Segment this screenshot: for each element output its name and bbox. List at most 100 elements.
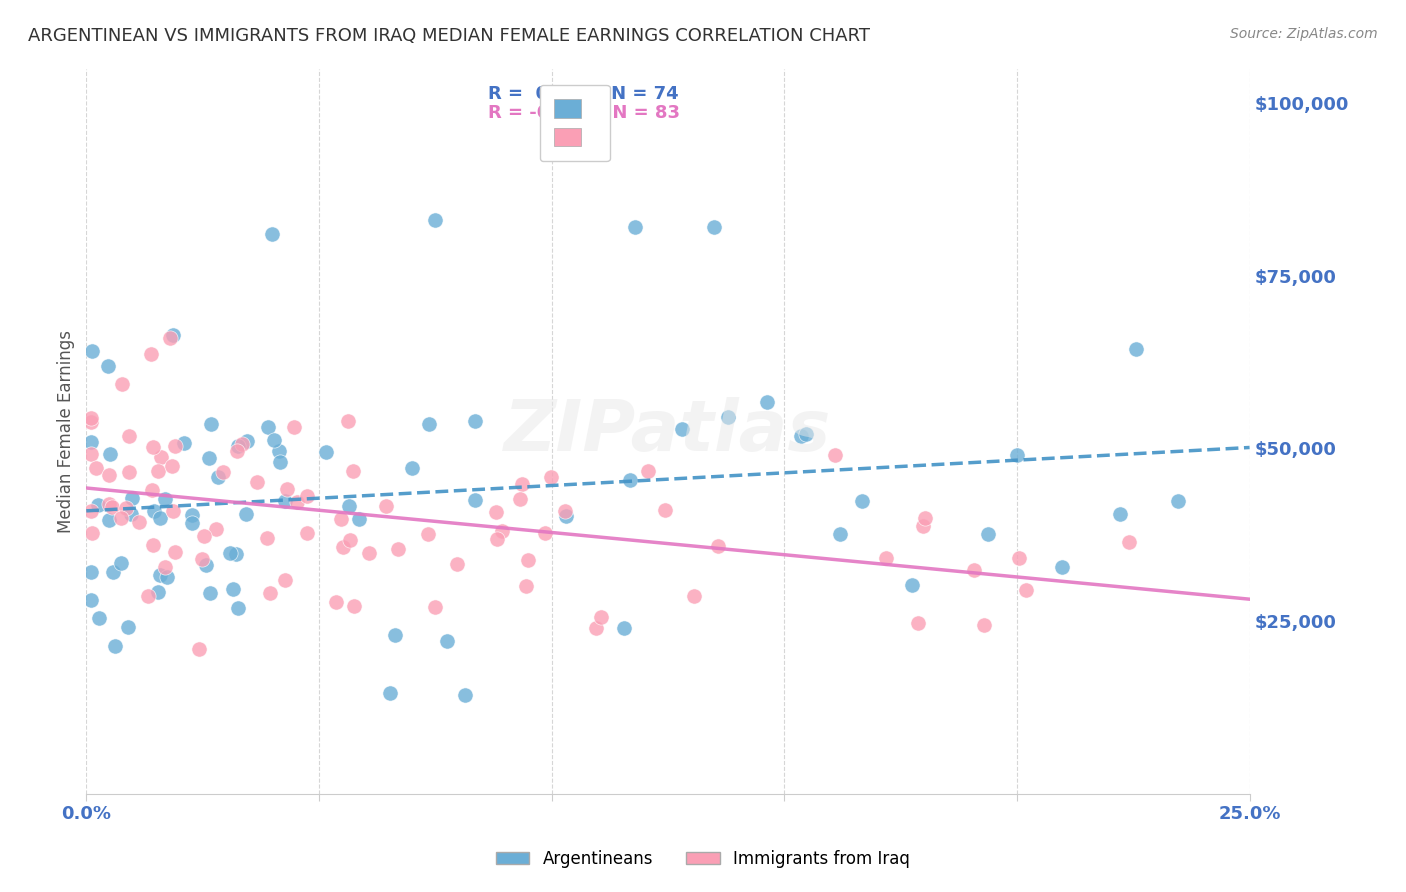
- Point: [671, 421, 693, 435]
- Point: [357, 546, 380, 560]
- Point: [330, 512, 353, 526]
- Point: [104, 640, 127, 654]
- Point: [283, 420, 305, 434]
- Point: [337, 499, 360, 513]
- Point: [149, 450, 172, 464]
- Point: [110, 556, 132, 570]
- Point: [142, 538, 165, 552]
- Point: [80, 593, 103, 607]
- Point: [534, 525, 557, 540]
- Point: [756, 395, 779, 409]
- Point: [875, 550, 897, 565]
- Point: [464, 414, 486, 428]
- Point: [136, 590, 159, 604]
- Point: [101, 565, 124, 579]
- Point: [80, 565, 103, 579]
- Point: [339, 533, 361, 547]
- Point: [111, 376, 134, 391]
- Point: [200, 417, 222, 432]
- Point: [120, 508, 142, 522]
- Point: [219, 545, 242, 559]
- Point: [828, 527, 851, 541]
- Point: [139, 347, 162, 361]
- Point: [790, 429, 813, 443]
- Point: [80, 410, 103, 425]
- Point: [973, 617, 995, 632]
- Point: [180, 516, 202, 531]
- Point: [101, 500, 124, 515]
- Point: [98, 447, 121, 461]
- Point: [436, 634, 458, 648]
- Point: [149, 511, 172, 525]
- Point: [332, 540, 354, 554]
- Point: [384, 628, 406, 642]
- Point: [204, 522, 226, 536]
- Point: [222, 582, 245, 596]
- Legend: Argentineans, Immigrants from Iraq: Argentineans, Immigrants from Iraq: [489, 844, 917, 875]
- Point: [446, 557, 468, 571]
- Point: [555, 509, 578, 524]
- Text: ZIPatlas: ZIPatlas: [505, 397, 831, 466]
- Point: [276, 482, 298, 496]
- Point: [226, 439, 249, 453]
- Point: [901, 577, 924, 591]
- Point: [115, 501, 138, 516]
- Point: [86, 460, 108, 475]
- Point: [256, 531, 278, 545]
- Point: [235, 507, 257, 521]
- Point: [717, 410, 740, 425]
- Point: [540, 470, 562, 484]
- Point: [162, 327, 184, 342]
- Point: [378, 686, 401, 700]
- Point: [188, 642, 211, 657]
- Point: [654, 502, 676, 516]
- Point: [962, 563, 984, 577]
- Point: [1015, 583, 1038, 598]
- Point: [343, 599, 366, 613]
- Point: [325, 595, 347, 609]
- Point: [515, 578, 537, 592]
- Point: [80, 434, 103, 449]
- Point: [207, 470, 229, 484]
- Point: [295, 525, 318, 540]
- Y-axis label: Median Female Earnings: Median Female Earnings: [58, 330, 75, 533]
- Point: [163, 545, 186, 559]
- Text: R =  0.061   N = 74: R = 0.061 N = 74: [488, 85, 678, 103]
- Point: [82, 344, 104, 359]
- Point: [491, 524, 513, 538]
- Point: [619, 473, 641, 487]
- Point: [416, 527, 439, 541]
- Point: [851, 494, 873, 508]
- Point: [156, 570, 179, 584]
- Point: [117, 620, 139, 634]
- Point: [97, 467, 120, 482]
- Point: [80, 415, 103, 429]
- Point: [193, 529, 215, 543]
- Point: [149, 568, 172, 582]
- Point: [509, 491, 531, 506]
- Point: [682, 589, 704, 603]
- Point: [146, 464, 169, 478]
- Point: [142, 440, 165, 454]
- Point: [163, 439, 186, 453]
- Point: [1118, 534, 1140, 549]
- Point: [1008, 551, 1031, 566]
- Point: [180, 508, 202, 522]
- Point: [80, 447, 103, 461]
- Point: [1125, 342, 1147, 356]
- Point: [142, 504, 165, 518]
- Point: [128, 515, 150, 529]
- Text: R = -0.235   N = 83: R = -0.235 N = 83: [488, 104, 679, 122]
- Point: [159, 331, 181, 345]
- Point: [225, 547, 247, 561]
- Point: [347, 512, 370, 526]
- Point: [907, 615, 929, 630]
- Point: [257, 420, 280, 434]
- Point: [153, 492, 176, 507]
- Point: [155, 560, 177, 574]
- Point: [1167, 494, 1189, 508]
- Point: [190, 552, 212, 566]
- Point: [453, 688, 475, 702]
- Point: [231, 437, 253, 451]
- Point: [285, 495, 308, 509]
